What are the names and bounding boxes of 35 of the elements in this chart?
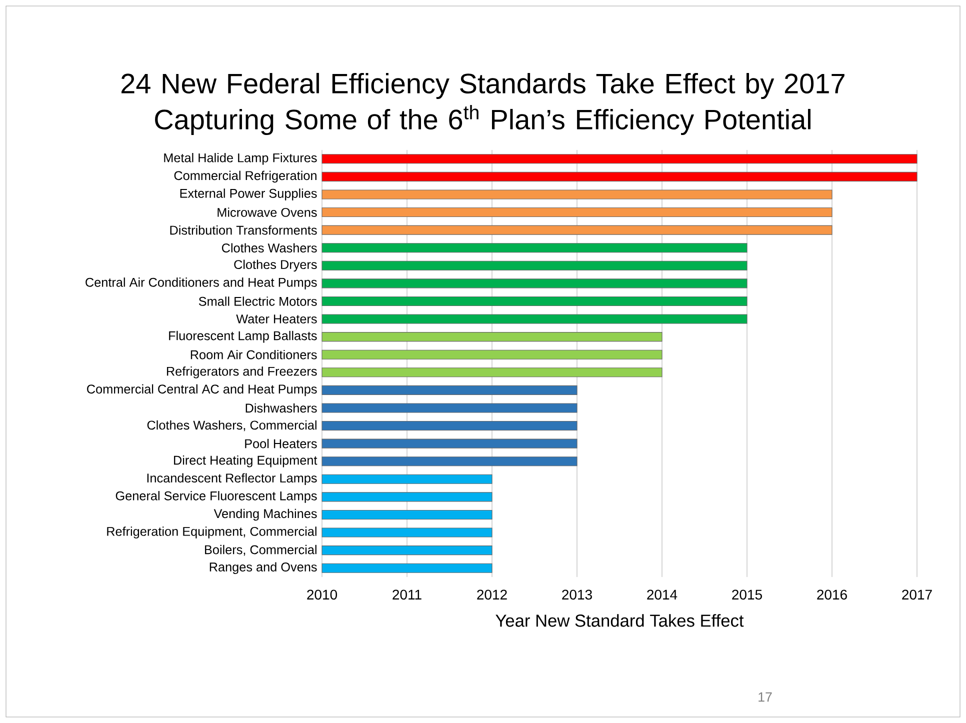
y-tick-label: Commercial Refrigeration — [174, 170, 316, 183]
y-tick-label: Fluorescent Lamp Ballasts — [169, 330, 317, 343]
y-tick-label: Clothes Washers — [222, 243, 317, 252]
x-tick-label: 2011 — [392, 590, 422, 600]
y-tick-label: Clothes Washers, Commercial — [147, 420, 316, 432]
y-tick-label: Water Heaters — [236, 314, 317, 324]
y-tick-label: Boilers, Commercial — [205, 544, 316, 556]
y-tick-label: Refrigerators and Freezers — [166, 366, 317, 378]
y-tick-label: Incandescent Reflector Lamps — [147, 473, 317, 486]
x-tick-label: 2012 — [477, 590, 507, 600]
x-tick-label: 2010 — [307, 590, 338, 600]
x-axis-title: Year New Standard Takes Effect — [496, 614, 744, 627]
y-tick-label: Pool Heaters — [245, 438, 317, 448]
text: 17 — [758, 692, 772, 702]
y-tick-label: Microwave Ovens — [218, 208, 317, 217]
y-tick-label: Direct Heating Equipment — [174, 455, 318, 468]
x-tick-label: 2016 — [817, 590, 847, 600]
x-tick-label: 2017 — [902, 590, 932, 600]
y-tick-label: Ranges and Ovens — [210, 562, 317, 574]
y-tick-label: Metal Halide Lamp Fixtures — [164, 152, 317, 165]
chart-title: 24 New Federal Efficiency Standards Take Effect by 2017 Capturing Some of the 6$^{th}$ Plan’s Efficiency Potential — [122, 72, 844, 136]
y-tick-label: Commercial Central AC and Heat Pumps — [87, 384, 317, 396]
y-tick-label: Refrigeration Equipment, Commercial — [107, 526, 316, 538]
x-tick-label: 2014 — [647, 590, 678, 600]
y-tick-label: Distribution Transforments — [170, 225, 317, 235]
y-tick-label: Central Air Conditioners and Heat Pumps — [86, 278, 317, 290]
y-tick-label: Clothes Dryers — [234, 260, 317, 272]
y-tick-label: General Service Fluorescent Lamps — [116, 491, 317, 503]
y-tick-label: Vending Machines — [214, 508, 317, 521]
y-tick-label: Dishwashers — [246, 403, 317, 413]
x-tick-label: 2013 — [562, 590, 592, 600]
y-tick-label: Small Electric Motors — [198, 296, 317, 306]
y-tick-label: Room Air Conditioners — [190, 350, 317, 360]
x-tick-label: 2015 — [732, 590, 762, 600]
y-tick-label: External Power Supplies — [180, 188, 317, 200]
